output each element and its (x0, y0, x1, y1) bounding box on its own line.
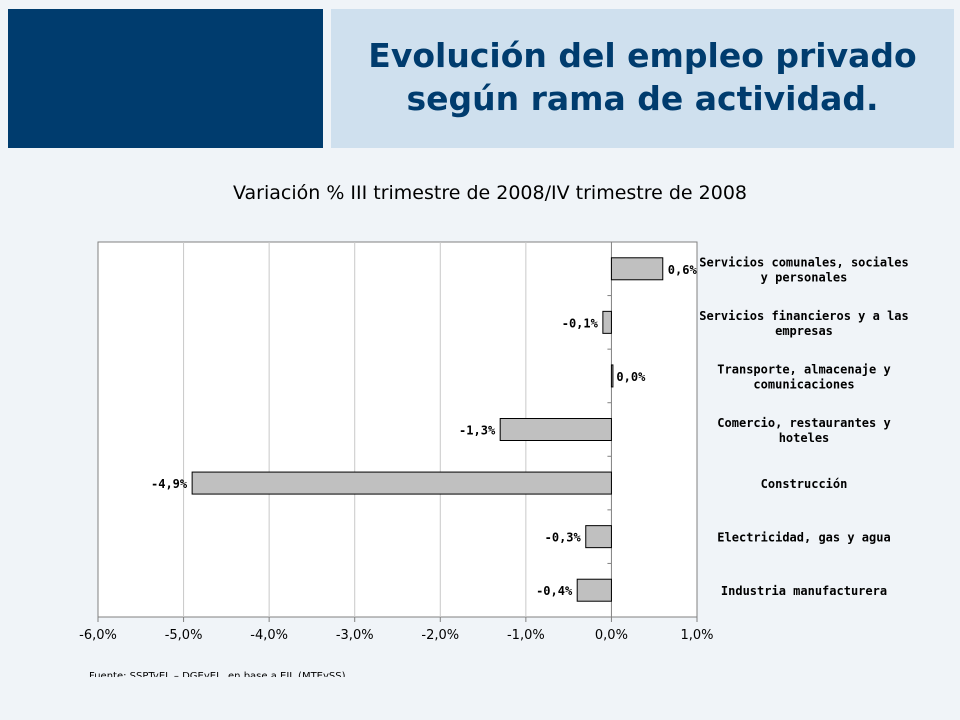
category-label: Transporte, almacenaje y (717, 362, 890, 376)
bar (610, 364, 614, 388)
header-color-block (8, 9, 323, 148)
bar (585, 525, 612, 549)
slide-title-line-2: según rama de actividad. (406, 79, 879, 118)
data-label: -0,1% (562, 316, 599, 330)
category-label: Industria manufacturera (721, 584, 887, 598)
category-label: Servicios comunales, sociales (699, 255, 909, 269)
bar (191, 471, 612, 495)
x-tick-label: -6,0% (79, 628, 117, 643)
x-tick-label: 1,0% (680, 628, 713, 643)
bar (499, 418, 612, 441)
data-label: -1,3% (459, 424, 496, 438)
title-banner (331, 9, 954, 148)
category-label: empresas (775, 324, 833, 338)
bar (576, 578, 612, 602)
category-label: comunicaciones (753, 377, 854, 391)
category-label: hoteles (779, 431, 830, 445)
category-label: Electricidad, gas y agua (717, 531, 890, 545)
category-label: Construcción (761, 477, 848, 491)
x-tick-label: -3,0% (336, 628, 374, 643)
data-label: -0,3% (545, 531, 582, 545)
x-tick-label: -2,0% (421, 628, 459, 643)
source-note: Fuente: SSPTyEL – DGEyEL, en base a EIL … (89, 671, 349, 682)
bar (610, 257, 664, 281)
data-label: 0,6% (668, 263, 698, 277)
slide-title-line-1: Evolución del empleo privado (368, 36, 917, 75)
chart-title: Variación % III trimestre de 2008/IV tri… (233, 182, 747, 204)
bar (602, 310, 612, 334)
x-tick-label: -5,0% (165, 628, 203, 643)
data-label: -4,9% (151, 477, 188, 491)
category-label: y personales (761, 270, 848, 284)
x-tick-label: -4,0% (250, 628, 288, 643)
x-tick-label: 0,0% (595, 628, 628, 643)
data-label: -0,4% (536, 584, 573, 598)
category-label: Servicios financieros y a las (699, 309, 909, 323)
data-label: 0,0% (616, 370, 646, 384)
x-tick-label: -1,0% (507, 628, 545, 643)
category-label: Comercio, restaurantes y (717, 416, 890, 430)
slide-title: Evolución del empleo privado según rama … (331, 34, 954, 120)
